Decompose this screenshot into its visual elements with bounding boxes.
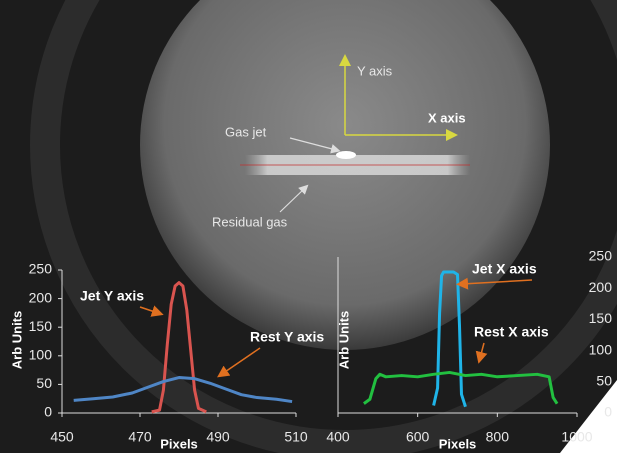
series-label: Jet Y axis [80, 288, 144, 304]
y-tick-label: 100 [29, 347, 53, 363]
y-tick-label: 0 [44, 404, 52, 420]
photo-label: Y axis [357, 63, 393, 78]
figure: Gas jet Residual gas Y axis X axis 0 50 10… [0, 0, 617, 453]
x-tick-label: 1000 [561, 429, 592, 445]
y-tick-label: 150 [29, 318, 53, 334]
y-tick-label: 100 [589, 341, 613, 357]
x-axis-label: Pixels [439, 436, 477, 451]
x-tick-label: 490 [206, 429, 230, 445]
y-tick-label: 50 [596, 373, 612, 389]
x-tick-label: 470 [128, 429, 152, 445]
x-axis-label: Pixels [160, 436, 198, 451]
y-tick-label: 250 [589, 248, 613, 264]
y-tick-label: 50 [36, 375, 52, 391]
y-tick-label: 150 [589, 310, 613, 326]
y-axis-label: Arb Units [9, 311, 24, 370]
gas-jet-spot [336, 151, 356, 159]
y-tick-label: 200 [589, 279, 613, 295]
photo-label: X axis [428, 110, 466, 125]
x-tick-label: 600 [406, 429, 430, 445]
y-tick-label: 200 [29, 289, 53, 305]
photo-label: Gas jet [225, 124, 267, 139]
x-tick-label: 400 [326, 429, 350, 445]
x-tick-label: 800 [486, 429, 510, 445]
x-tick-label: 510 [284, 429, 308, 445]
photo-label: Residual gas [212, 214, 288, 229]
series-label: Rest X axis [474, 324, 549, 340]
x-tick-label: 450 [50, 429, 74, 445]
y-axis-label: Arb Units [336, 311, 351, 370]
y-tick-label: 250 [29, 261, 53, 277]
series-label: Rest Y axis [250, 329, 324, 345]
series-label: Jet X axis [472, 261, 537, 277]
y-tick-label: 0 [604, 404, 612, 420]
